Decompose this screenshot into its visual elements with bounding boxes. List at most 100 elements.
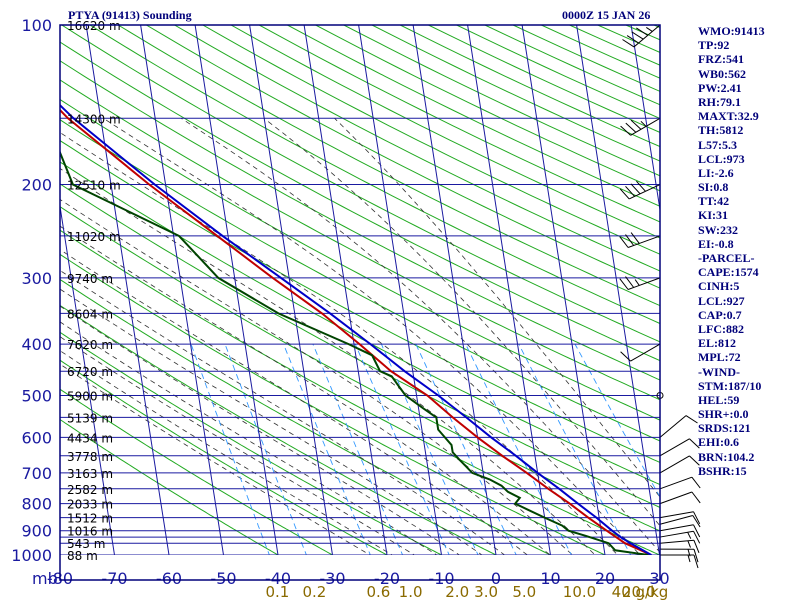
isotherm-line (358, 25, 442, 555)
height-label: 5139 m (67, 411, 113, 425)
temperature-trace (60, 108, 652, 555)
wind-barb-half (640, 120, 647, 127)
wind-barb (619, 276, 661, 290)
wind-barb-full (636, 27, 648, 36)
wind-barb (660, 554, 699, 569)
dry-adiabat-line (60, 253, 607, 555)
wind-barb-full (693, 530, 701, 544)
wind-barb (659, 455, 700, 474)
isotherm-line (303, 25, 388, 555)
wind-barb-full (622, 39, 635, 48)
index-item: SI:0.8 (698, 180, 729, 195)
index-item: SHR+:0.0 (698, 407, 749, 422)
temperature-tick-label: -60 (156, 569, 182, 588)
mixing-ratio-label: 0.2 (302, 583, 326, 600)
mixing-ratio-label: 2.0 (445, 583, 469, 600)
index-item: LI:-2.6 (698, 165, 734, 180)
stability-indices-list: WMO:91413 TP:92 FRZ:541 WB0:562 PW:2.41 RH:79… (698, 24, 765, 478)
pressure-tick-label: 800 (21, 495, 52, 514)
wind-staff (659, 491, 693, 505)
wind-barb-full (691, 476, 701, 489)
wind-barb-full (620, 125, 631, 136)
wind-barb-half (687, 549, 691, 557)
dewpoint-trace (60, 149, 649, 555)
mixing-ratio-line (380, 343, 479, 555)
mixing-ratio-label: 3.0 (474, 583, 498, 600)
index-item: WMO:91413 (698, 24, 765, 38)
pressure-tick-label: 700 (21, 464, 52, 483)
mixing-ratio-line (354, 343, 450, 555)
index-item: CAPE:1574 (698, 265, 759, 280)
wind-barb-full (619, 236, 629, 248)
isotherm-line (576, 25, 660, 555)
dry-adiabat-line (60, 331, 443, 555)
sounding-datetime: 0000Z 15 JAN 26 (562, 8, 651, 22)
temperature-tick-label: -70 (101, 569, 127, 588)
index-item: CINH:5 (698, 279, 740, 294)
wind-barb-full (625, 276, 635, 288)
mixing-ratio-label: 40 g/kg (612, 583, 669, 600)
wind-barb-full (689, 438, 700, 449)
wind-barb (659, 524, 701, 538)
sounding-title: PTYA (91413) Sounding (68, 8, 192, 22)
height-label: 5900 m (67, 390, 113, 404)
dry-adiabat-line (60, 418, 280, 555)
temperature-tick-label: 10 (540, 569, 560, 588)
wind-barb (659, 515, 701, 528)
isotherm-line (85, 25, 170, 555)
parcel-trace (60, 103, 652, 555)
isotherm-line (194, 25, 279, 555)
mixing-ratio-label: 0.6 (366, 583, 390, 600)
temperature-tick-label: -20 (374, 569, 400, 588)
height-label: 1016 m (67, 525, 113, 539)
index-item: LFC:882 (698, 321, 744, 336)
index-item: TT:42 (698, 194, 730, 209)
height-label: 2033 m (67, 498, 113, 512)
wind-barb-full (693, 511, 701, 525)
mixing-ratio-line (190, 343, 270, 555)
isotherm-line (140, 25, 224, 555)
index-item: L57:5.3 (698, 137, 737, 152)
wind-barb-full (631, 31, 644, 40)
wind-barb-full (691, 491, 701, 504)
height-label: 14300 m (67, 112, 121, 126)
height-label: 3163 m (67, 467, 113, 481)
index-item: HEL:59 (698, 392, 740, 407)
pressure-tick-label: 900 (21, 522, 52, 541)
index-item: SRDS:121 (698, 421, 751, 436)
pressure-tick-label: 100 (21, 16, 52, 35)
wind-barb (659, 548, 699, 563)
mixing-ratio-line (465, 343, 573, 555)
index-item: MPL:72 (698, 350, 741, 365)
wind-barb-full (625, 234, 635, 246)
height-label: 16620 m (67, 19, 121, 33)
wind-barb (659, 476, 701, 490)
isotherm-line (467, 25, 551, 555)
wind-barb-full (630, 183, 641, 195)
index-item: BRN:104.2 (698, 449, 755, 464)
pressure-tick-label: 500 (21, 387, 52, 406)
wind-barb (619, 232, 661, 248)
temperature-tick-label: -50 (210, 569, 236, 588)
index-item: WB0:562 (698, 66, 746, 81)
index-item: RH:79.1 (698, 94, 741, 109)
height-label: 9740 m (67, 272, 113, 286)
sounding-traces (60, 103, 652, 555)
mixing-ratio-line (574, 343, 660, 498)
wind-barb-half (687, 554, 691, 563)
wind-barb (620, 117, 661, 136)
index-item: MAXT:32.9 (698, 109, 759, 124)
index-item: KI:31 (698, 208, 728, 223)
index-item: EHI:0.6 (698, 435, 740, 450)
wind-barb-full (619, 188, 630, 200)
wind-barb (659, 530, 701, 544)
isotherm-line (412, 25, 497, 555)
mixing-ratio-line (283, 343, 371, 555)
index-item: TH:5812 (698, 123, 744, 138)
wind-barb (659, 438, 700, 457)
wind-barb (619, 180, 661, 200)
index-item: LCL:927 (698, 293, 745, 308)
mixing-ratio-label: 1.0 (399, 583, 423, 600)
